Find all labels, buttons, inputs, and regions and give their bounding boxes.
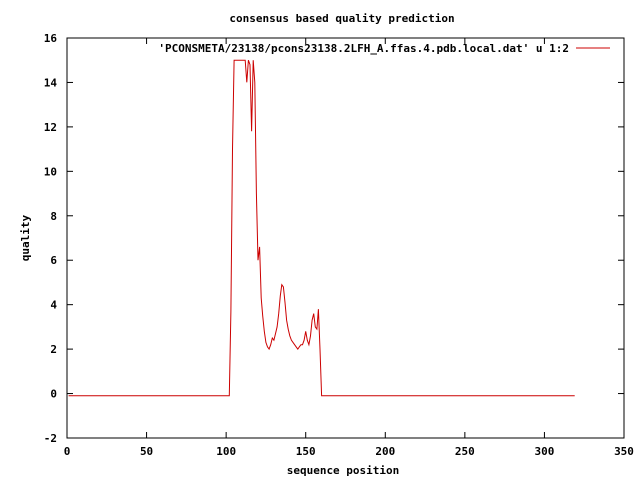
y-tick-label: 16: [44, 32, 58, 45]
axis-ticks: 0 50 100 150 200 250 300 350 -2 0 2 4 6 8 10 12 14 16: [44, 32, 634, 458]
legend-label: 'PCONSMETA/23138/pcons23138.2LFH_A.ffas.…: [158, 42, 569, 55]
y-tick-label: 6: [50, 254, 57, 267]
x-tick-label: 250: [455, 445, 475, 458]
y-axis-label: quality: [19, 214, 32, 261]
y-tick-label: 2: [50, 343, 57, 356]
x-tick-label: 200: [375, 445, 395, 458]
chart-title: consensus based quality prediction: [229, 12, 454, 25]
x-axis-label: sequence position: [287, 464, 400, 477]
x-tick-label: 300: [534, 445, 554, 458]
y-tick-label: 4: [50, 299, 57, 312]
x-tick-label: 0: [64, 445, 71, 458]
plot-frame: [66, 37, 625, 439]
series-layer: [68, 59, 575, 397]
x-tick-label: 350: [614, 445, 634, 458]
x-tick-label: 100: [216, 445, 236, 458]
y-tick-label: 10: [44, 165, 57, 178]
y-tick-label: 0: [50, 388, 57, 401]
y-tick-label: 14: [44, 76, 58, 89]
series-line: [68, 59, 575, 397]
x-tick-label: 150: [296, 445, 316, 458]
y-tick-label: -2: [44, 432, 57, 445]
y-tick-label: 12: [44, 121, 57, 134]
y-tick-label: 8: [50, 210, 57, 223]
x-tick-label: 50: [140, 445, 153, 458]
